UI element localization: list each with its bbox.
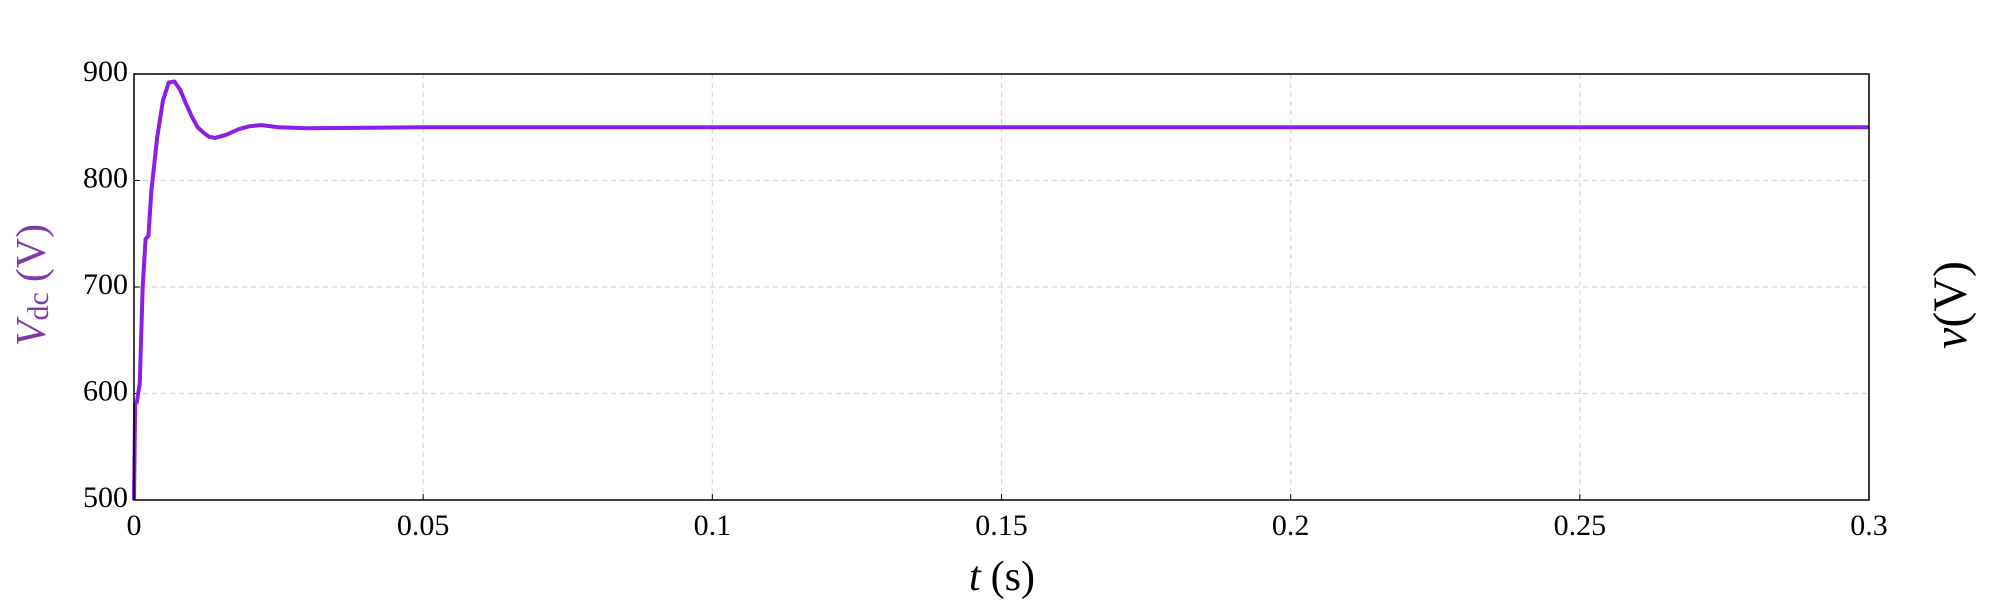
y-label-unit: (V)	[9, 224, 55, 282]
x-tick-label: 0.05	[397, 509, 450, 542]
data-line	[132, 79, 1869, 501]
y-tick-label: 900	[83, 55, 128, 88]
x-label-symbol: t	[969, 554, 982, 600]
x-tick-label: 0.1	[694, 509, 732, 542]
x-axis-label: t (s)	[969, 554, 1035, 600]
y-label-symbol: V	[9, 316, 55, 346]
y-tick-label: 700	[83, 268, 128, 301]
x-tick-label: 0.2	[1272, 509, 1310, 542]
y-tick-label: 600	[83, 374, 128, 407]
y-label-subscript: dc	[22, 292, 55, 320]
right-axis-label: v(V)	[1924, 261, 1977, 349]
y-axis-label: Vdc (V)	[9, 224, 55, 346]
right-label-unit: (V)	[1924, 261, 1977, 328]
x-tick-label: 0.3	[1850, 509, 1888, 542]
right-label-symbol: v	[1924, 327, 1977, 349]
x-tick-label: 0	[127, 509, 142, 542]
x-tick-label: 0.15	[975, 509, 1028, 542]
x-label-unit: (s)	[991, 554, 1035, 600]
x-tick-label: 0.25	[1554, 509, 1607, 542]
y-tick-label: 800	[83, 161, 128, 194]
plot-frame	[133, 73, 1870, 501]
y-tick-label: 500	[83, 481, 128, 514]
